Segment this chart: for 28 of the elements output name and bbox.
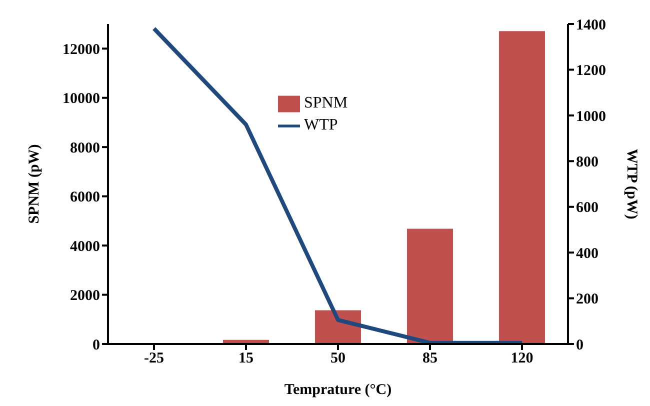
x-tick-label: 50: [330, 350, 346, 367]
y2-tick-label: 1000: [576, 108, 606, 125]
y-axis-title: SPNM (pW): [26, 144, 42, 224]
legend-label: WTP: [304, 116, 338, 134]
line-series: [152, 26, 524, 344]
bar: [499, 31, 545, 344]
x-axis-title: Temprature (°C): [284, 382, 392, 398]
y-tick-label: 6000: [70, 190, 100, 206]
y2-tick-label: 200: [576, 292, 598, 308]
x-tick-label: -25: [144, 350, 164, 367]
bar: [407, 228, 453, 344]
y-tick-label: 4000: [70, 238, 100, 255]
y2-tick-label: 600: [576, 200, 598, 216]
legend-label: SPNM: [304, 94, 348, 112]
y-tick-label: 12000: [62, 42, 100, 58]
y-tick-label: 0: [92, 337, 100, 354]
y2-axis-title: WTP (pW): [624, 148, 640, 220]
y2-tick-label: 1400: [576, 17, 606, 34]
y-tick-label: 2000: [70, 288, 100, 304]
y2-tick-label: 1200: [576, 63, 606, 80]
x-tick-label: 15: [238, 350, 254, 367]
y2-tick-label: 400: [576, 246, 598, 262]
y-tick-label: 8000: [70, 140, 100, 156]
y-tick-label: 10000: [62, 91, 100, 108]
x-tick-label: 120: [510, 350, 534, 367]
y2-tick-label: 800: [576, 154, 598, 170]
y2-tick-label: 0: [576, 337, 584, 354]
x-tick-label: 85: [422, 350, 438, 367]
